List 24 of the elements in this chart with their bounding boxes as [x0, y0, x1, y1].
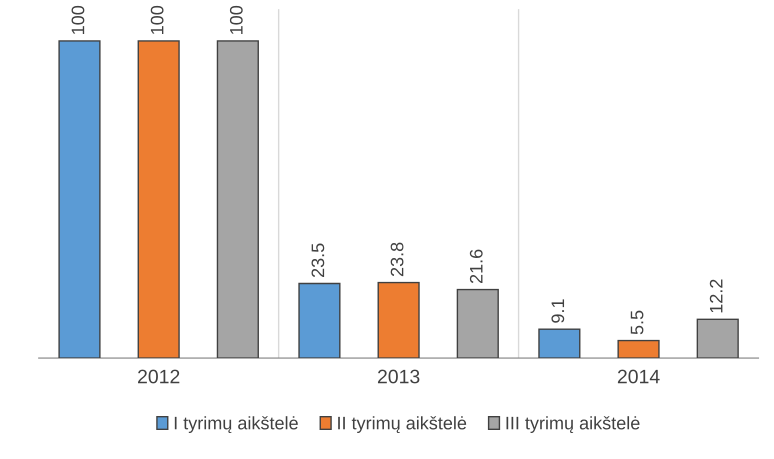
bar — [378, 282, 420, 358]
legend-label: III tyrimų aikštelė — [506, 416, 640, 434]
bar — [456, 288, 499, 358]
bar — [216, 40, 259, 358]
bar — [696, 318, 739, 358]
x-tick-label: 2012 — [138, 370, 180, 384]
bar — [138, 40, 180, 358]
bar — [538, 328, 580, 358]
x-tick-label: 2014 — [618, 370, 660, 384]
data-label: 23.5 — [311, 244, 324, 278]
legend-label: I tyrimų aikštelė — [174, 416, 298, 434]
data-label: 23.8 — [390, 242, 404, 276]
bar — [58, 40, 101, 358]
data-label: 100 — [230, 6, 243, 34]
data-label: 21.6 — [470, 250, 483, 284]
data-label: 12.2 — [710, 280, 722, 312]
data-label: 100 — [72, 6, 84, 34]
bar — [298, 282, 341, 358]
x-tick-label: 2013 — [378, 370, 420, 384]
legend-label: II tyrimų aikštelė — [338, 416, 466, 434]
data-label: 5.5 — [630, 310, 644, 334]
data-label: 9.1 — [551, 299, 564, 323]
data-label: 100 — [150, 6, 164, 34]
bar — [617, 340, 660, 358]
